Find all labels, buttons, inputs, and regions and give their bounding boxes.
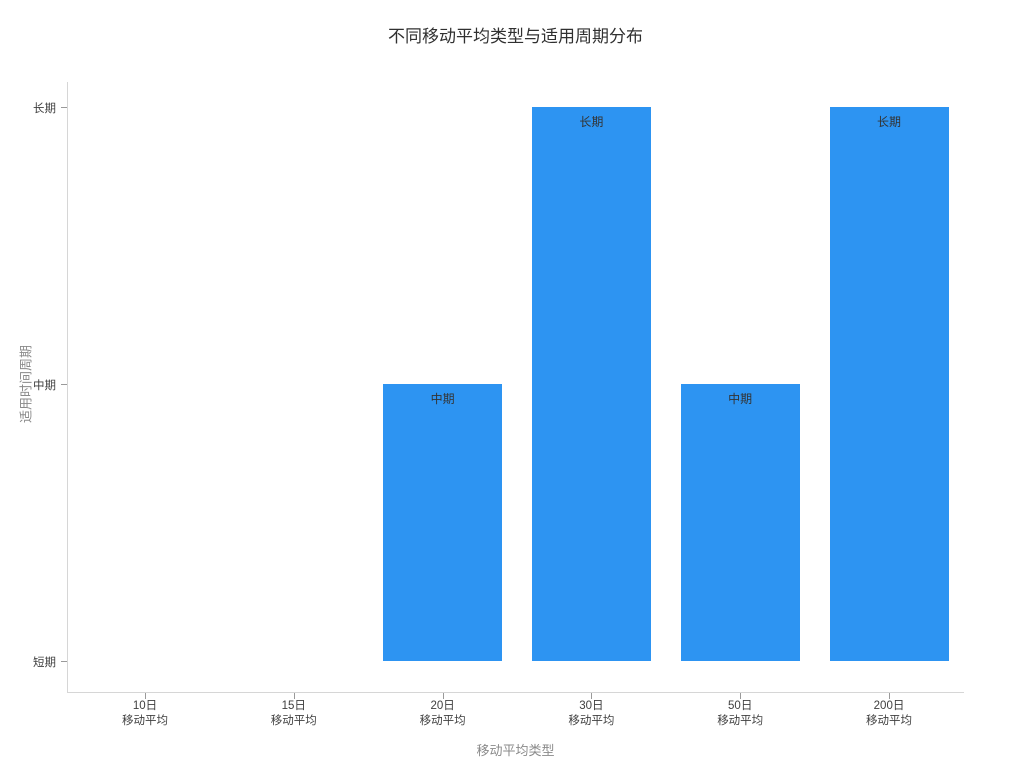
y-tick-label: 短期 bbox=[33, 657, 56, 669]
x-tick bbox=[889, 693, 890, 699]
x-tick-label: 50日移动平均 bbox=[670, 699, 810, 729]
x-axis-line bbox=[67, 692, 964, 693]
y-axis-title: 适用时间周期 bbox=[18, 344, 34, 424]
x-tick bbox=[591, 693, 593, 699]
y-axis-line bbox=[67, 82, 68, 692]
x-tick-label: 10日移动平均 bbox=[75, 699, 215, 729]
x-tick bbox=[145, 693, 146, 699]
y-tick bbox=[61, 661, 67, 662]
x-tick-label-line2: 移动平均 bbox=[270, 715, 317, 727]
x-tick-label-line1: 200日 bbox=[873, 700, 905, 712]
bar-label: 长期 bbox=[579, 115, 604, 129]
x-tick bbox=[442, 693, 444, 699]
x-axis-title: 移动平均类型 bbox=[476, 743, 555, 758]
x-tick-label: 200日移动平均 bbox=[819, 699, 959, 729]
y-tick bbox=[61, 107, 67, 108]
y-tick bbox=[61, 384, 67, 385]
bar-label: 中期 bbox=[728, 392, 753, 406]
x-tick-label-line2: 移动平均 bbox=[122, 715, 168, 727]
x-tick-label-line2: 移动平均 bbox=[866, 715, 912, 727]
bar-label: 长期 bbox=[876, 115, 901, 129]
x-tick-label-line1: 30日 bbox=[579, 700, 604, 712]
bar: 长期 bbox=[531, 107, 651, 661]
x-tick-label-line2: 移动平均 bbox=[568, 715, 615, 727]
x-tick-label-line1: 20日 bbox=[430, 700, 455, 712]
x-tick-label-line1: 15日 bbox=[281, 700, 306, 712]
x-tick bbox=[740, 693, 742, 699]
bar-label: 中期 bbox=[430, 392, 455, 406]
x-tick-label: 15日移动平均 bbox=[224, 699, 364, 729]
x-tick-label: 20日移动平均 bbox=[373, 699, 513, 729]
bar: 中期 bbox=[680, 384, 800, 661]
x-tick-label: 30日移动平均 bbox=[521, 699, 661, 729]
x-tick-label-line2: 移动平均 bbox=[717, 715, 764, 727]
y-tick-label: 长期 bbox=[33, 103, 56, 115]
x-tick-label-line1: 50日 bbox=[728, 700, 753, 712]
bar: 中期 bbox=[383, 384, 503, 661]
x-tick bbox=[293, 693, 295, 699]
x-tick-label-line1: 10日 bbox=[132, 700, 158, 712]
chart-title: 不同移动平均类型与适用周期分布 bbox=[388, 27, 643, 46]
plot-area: 短期 中期 长期 10日 移动平均 15日 移动平均 20日 移动平均 中期 30日 移动平均 长期 50… bbox=[33, 82, 964, 727]
x-tick-label-line2: 移动平均 bbox=[419, 715, 466, 727]
bar: 长期 bbox=[829, 107, 949, 661]
y-tick-label: 中期 bbox=[33, 380, 56, 392]
